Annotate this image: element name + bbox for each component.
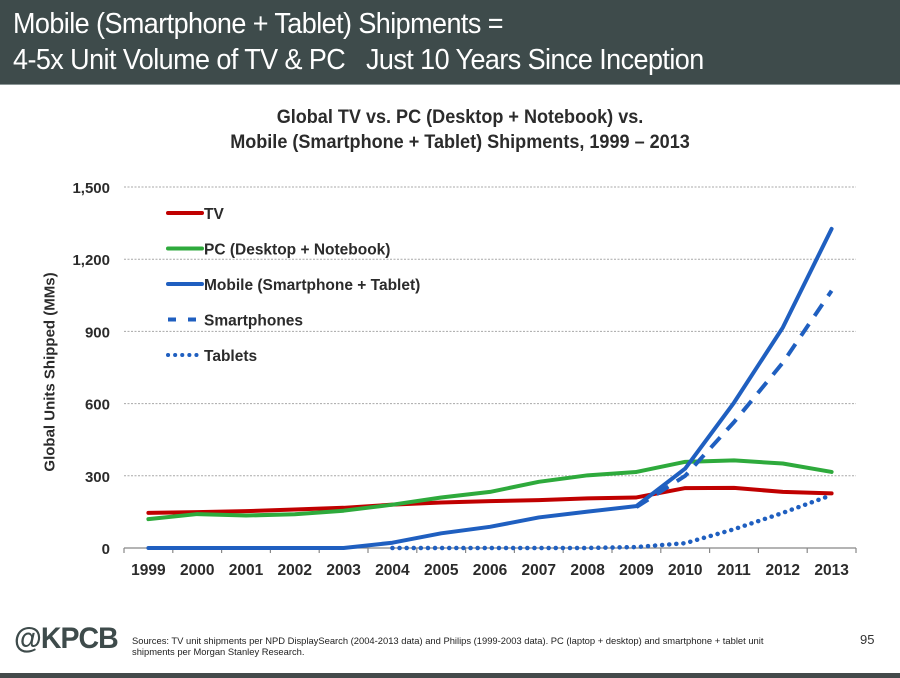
- legend-label-tablets: Tablets: [204, 348, 257, 365]
- sources-line1: Sources: TV unit shipments per NPD Displ…: [132, 635, 764, 646]
- slide-title-line2: 4-5x Unit Volume of TV & PC Just 10 Year…: [13, 44, 704, 76]
- x-axis-ticks: 1999 2000 2001 2002 2003 2004 2005 2006 2007 2008…: [131, 562, 849, 579]
- x-tick-label: 2011: [717, 562, 751, 579]
- x-tick-label: 2004: [375, 562, 410, 579]
- x-tick-label: 2008: [570, 562, 605, 579]
- slide-header: Mobile (Smartphone + Tablet) Shipments =…: [0, 0, 900, 85]
- legend-label-tv: TV: [204, 206, 224, 223]
- legend-label-pc-desktop-notebook: PC (Desktop + Notebook): [204, 242, 390, 259]
- x-tick-label: 2002: [278, 562, 312, 579]
- y-tick-label: 900: [85, 324, 110, 341]
- x-tick-label: 2010: [668, 562, 702, 579]
- x-tick-label: 2013: [814, 562, 849, 579]
- slide-title-line1: Mobile (Smartphone + Tablet) Shipments =: [13, 8, 503, 40]
- y-tick-label: 0: [102, 541, 110, 558]
- series-line-smartphones: [635, 289, 834, 509]
- x-tick-label: 1999: [131, 562, 166, 579]
- x-tick-label: 2000: [180, 562, 214, 579]
- x-tick-label: 2001: [229, 562, 264, 579]
- legend-label-smartphones: Smartphones: [204, 313, 303, 330]
- y-tick-label: 1,200: [72, 252, 110, 269]
- page-number: 95: [860, 632, 875, 647]
- legend-label-mobile-smartphone-tablet: Mobile (Smartphone + Tablet): [204, 277, 420, 294]
- kpcb-logo: @KPCB: [14, 622, 119, 655]
- series-line-tablets: [390, 492, 834, 551]
- series-lines: [146, 226, 834, 551]
- x-tick-label: 2003: [326, 562, 361, 579]
- y-tick-label: 1,500: [72, 180, 110, 197]
- chart-title-line1: Global TV vs. PC (Desktop + Notebook) vs…: [276, 107, 644, 128]
- sources-note: Sources: TV unit shipments per NPD Displ…: [132, 635, 832, 657]
- y-axis-ticks: 0 300 600 900 1,200 1,500: [72, 180, 110, 558]
- x-tick-label: 2012: [766, 562, 800, 579]
- y-tick-label: 300: [85, 469, 110, 486]
- y-tick-label: 600: [85, 397, 110, 414]
- bottom-bar: [0, 673, 900, 678]
- x-tick-label: 2005: [424, 562, 459, 579]
- x-tick-label: 2007: [522, 562, 556, 579]
- legend: TV PC (Desktop + Notebook) Mobile (Smartph…: [166, 206, 420, 365]
- x-tick-label: 2009: [619, 562, 654, 579]
- sources-line2: shipments per Morgan Stanley Research.: [132, 646, 305, 657]
- gridlines: [124, 186, 856, 477]
- chart-title-line2: Mobile (Smartphone + Tablet) Shipments, …: [230, 132, 690, 153]
- x-tick-label: 2006: [473, 562, 508, 579]
